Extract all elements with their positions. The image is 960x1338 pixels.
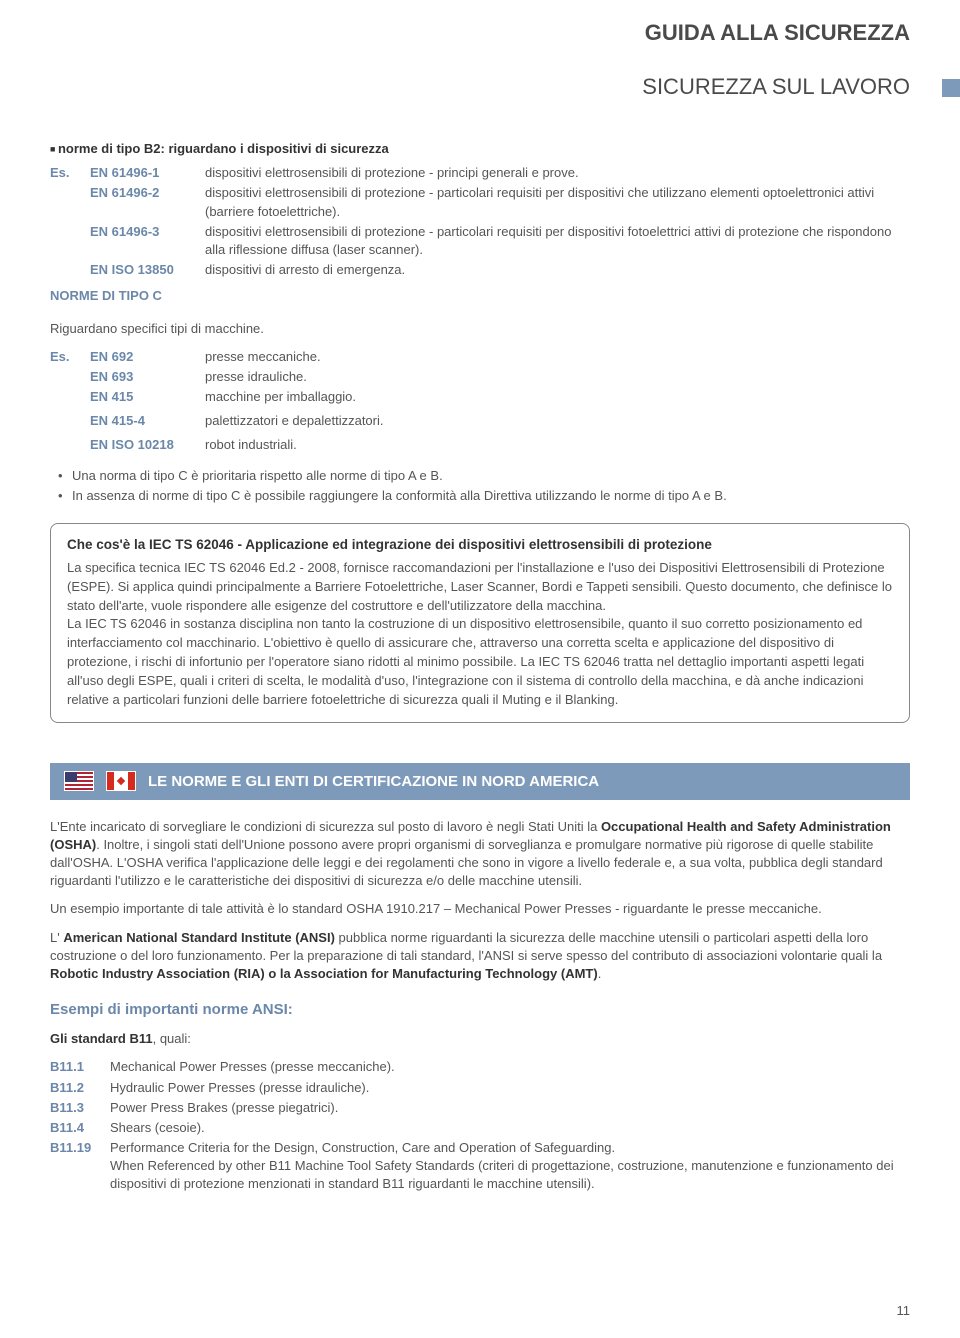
std-row: B11.4 Shears (cesoie). — [50, 1119, 910, 1137]
na-p3: L' American National Standard Institute … — [50, 929, 910, 984]
na-band: LE NORME E GLI ENTI DI CERTIFICAZIONE IN… — [50, 763, 910, 800]
norm-desc: palettizzatori e depalettizzatori. — [205, 412, 910, 430]
norm-code: EN ISO 10218 — [90, 436, 205, 454]
es-label: Es. — [50, 348, 90, 366]
norm-code: EN 693 — [90, 368, 205, 386]
us-flag-icon — [64, 771, 94, 791]
ria-amt-bold: Robotic Industry Association (RIA) o la … — [50, 966, 598, 981]
norm-desc: presse meccaniche. — [205, 348, 910, 366]
std-code: B11.3 — [50, 1099, 110, 1117]
es-label: Es. — [50, 164, 90, 182]
norm-row: Es. EN 692 presse meccaniche. — [50, 348, 910, 366]
std-row: B11.3 Power Press Brakes (presse piegatr… — [50, 1099, 910, 1117]
std-code: B11.1 — [50, 1058, 110, 1076]
infobox-body: La specifica tecnica IEC TS 62046 Ed.2 -… — [67, 559, 893, 710]
std-row: B11.1 Mechanical Power Presses (presse m… — [50, 1058, 910, 1076]
na-p2: Un esempio importante di tale attività è… — [50, 900, 910, 918]
norm-row: Es. EN 61496-1 dispositivi elettrosensib… — [50, 164, 910, 182]
norm-code: EN 61496-3 — [90, 223, 205, 259]
bullet-item: In assenza di norme di tipo C è possibil… — [50, 487, 910, 505]
bullet-item: Una norma di tipo C è prioritaria rispet… — [50, 467, 910, 485]
norm-code: EN ISO 13850 — [90, 261, 205, 279]
tipo-c-intro: Riguardano specifici tipi di macchine. — [50, 320, 910, 338]
std-code: B11.19 — [50, 1139, 110, 1194]
norm-row: EN 61496-3 dispositivi elettrosensibili … — [50, 223, 910, 259]
infobox-title: Che cos'è la IEC TS 62046 - Applicazione… — [67, 536, 893, 555]
text: , quali: — [153, 1031, 191, 1046]
norm-row: EN 415 macchine per imballaggio. — [50, 388, 910, 406]
norm-row: EN 693 presse idrauliche. — [50, 368, 910, 386]
ca-flag-icon — [106, 771, 136, 791]
std-code: B11.4 — [50, 1119, 110, 1137]
norm-desc: robot industriali. — [205, 436, 910, 454]
norm-row: EN 415-4 palettizzatori e depalettizzato… — [50, 412, 910, 430]
na-p1: L'Ente incaricato di sorvegliare le cond… — [50, 818, 910, 891]
tipo-c-label: NORME DI TIPO C — [50, 287, 910, 305]
norm-desc: presse idrauliche. — [205, 368, 910, 386]
sub-title-text: SICUREZZA SUL LAVORO — [642, 74, 910, 99]
norm-code: EN 415 — [90, 388, 205, 406]
b11-label: Gli standard B11 — [50, 1031, 153, 1046]
iec-infobox: Che cos'è la IEC TS 62046 - Applicazione… — [50, 523, 910, 723]
std-desc: Mechanical Power Presses (presse meccani… — [110, 1058, 910, 1076]
std-code: B11.2 — [50, 1079, 110, 1097]
norm-code: EN 415-4 — [90, 412, 205, 430]
norm-desc: dispositivi di arresto di emergenza. — [205, 261, 910, 279]
page-number: 11 — [897, 1303, 911, 1318]
norm-desc: dispositivi elettrosensibili di protezio… — [205, 223, 910, 259]
band-title: LE NORME E GLI ENTI DI CERTIFICAZIONE IN… — [148, 771, 599, 792]
text: L' — [50, 930, 63, 945]
main-title: GUIDA ALLA SICUREZZA — [50, 20, 910, 46]
std-row: B11.2 Hydraulic Power Presses (presse id… — [50, 1079, 910, 1097]
norm-row: EN ISO 13850 dispositivi di arresto di e… — [50, 261, 910, 279]
priority-bullets: Una norma di tipo C è prioritaria rispet… — [50, 467, 910, 505]
std-desc: Shears (cesoie). — [110, 1119, 910, 1137]
b2-heading: norme di tipo B2: riguardano i dispositi… — [50, 140, 910, 158]
std-row: B11.19 Performance Criteria for the Desi… — [50, 1139, 910, 1194]
norm-code: EN 61496-1 — [90, 164, 205, 182]
b11-table: B11.1 Mechanical Power Presses (presse m… — [50, 1058, 910, 1193]
text: . — [598, 966, 602, 981]
norm-row: EN ISO 10218 robot industriali. — [50, 436, 910, 454]
c-table: Es. EN 692 presse meccaniche. EN 693 pre… — [50, 348, 910, 455]
text: . Inoltre, i singoli stati dell'Unione p… — [50, 837, 883, 888]
sub-title: SICUREZZA SUL LAVORO — [50, 74, 910, 100]
b2-table: Es. EN 61496-1 dispositivi elettrosensib… — [50, 164, 910, 279]
std-desc: Performance Criteria for the Design, Con… — [110, 1139, 910, 1194]
accent-tab — [942, 79, 960, 97]
norm-desc: dispositivi elettrosensibili di protezio… — [205, 164, 910, 182]
norm-code: EN 692 — [90, 348, 205, 366]
norm-desc: dispositivi elettrosensibili di protezio… — [205, 184, 910, 220]
std-desc: Power Press Brakes (presse piegatrici). — [110, 1099, 910, 1117]
norm-row: EN 61496-2 dispositivi elettrosensibili … — [50, 184, 910, 220]
norm-desc: macchine per imballaggio. — [205, 388, 910, 406]
ansi-sub: Gli standard B11, quali: — [50, 1030, 910, 1048]
norm-code: EN 61496-2 — [90, 184, 205, 220]
std-desc: Hydraulic Power Presses (presse idraulic… — [110, 1079, 910, 1097]
ansi-bold: American National Standard Institute (AN… — [63, 930, 335, 945]
text: L'Ente incaricato di sorvegliare le cond… — [50, 819, 601, 834]
ansi-heading: Esempi di importanti norme ANSI: — [50, 999, 910, 1020]
